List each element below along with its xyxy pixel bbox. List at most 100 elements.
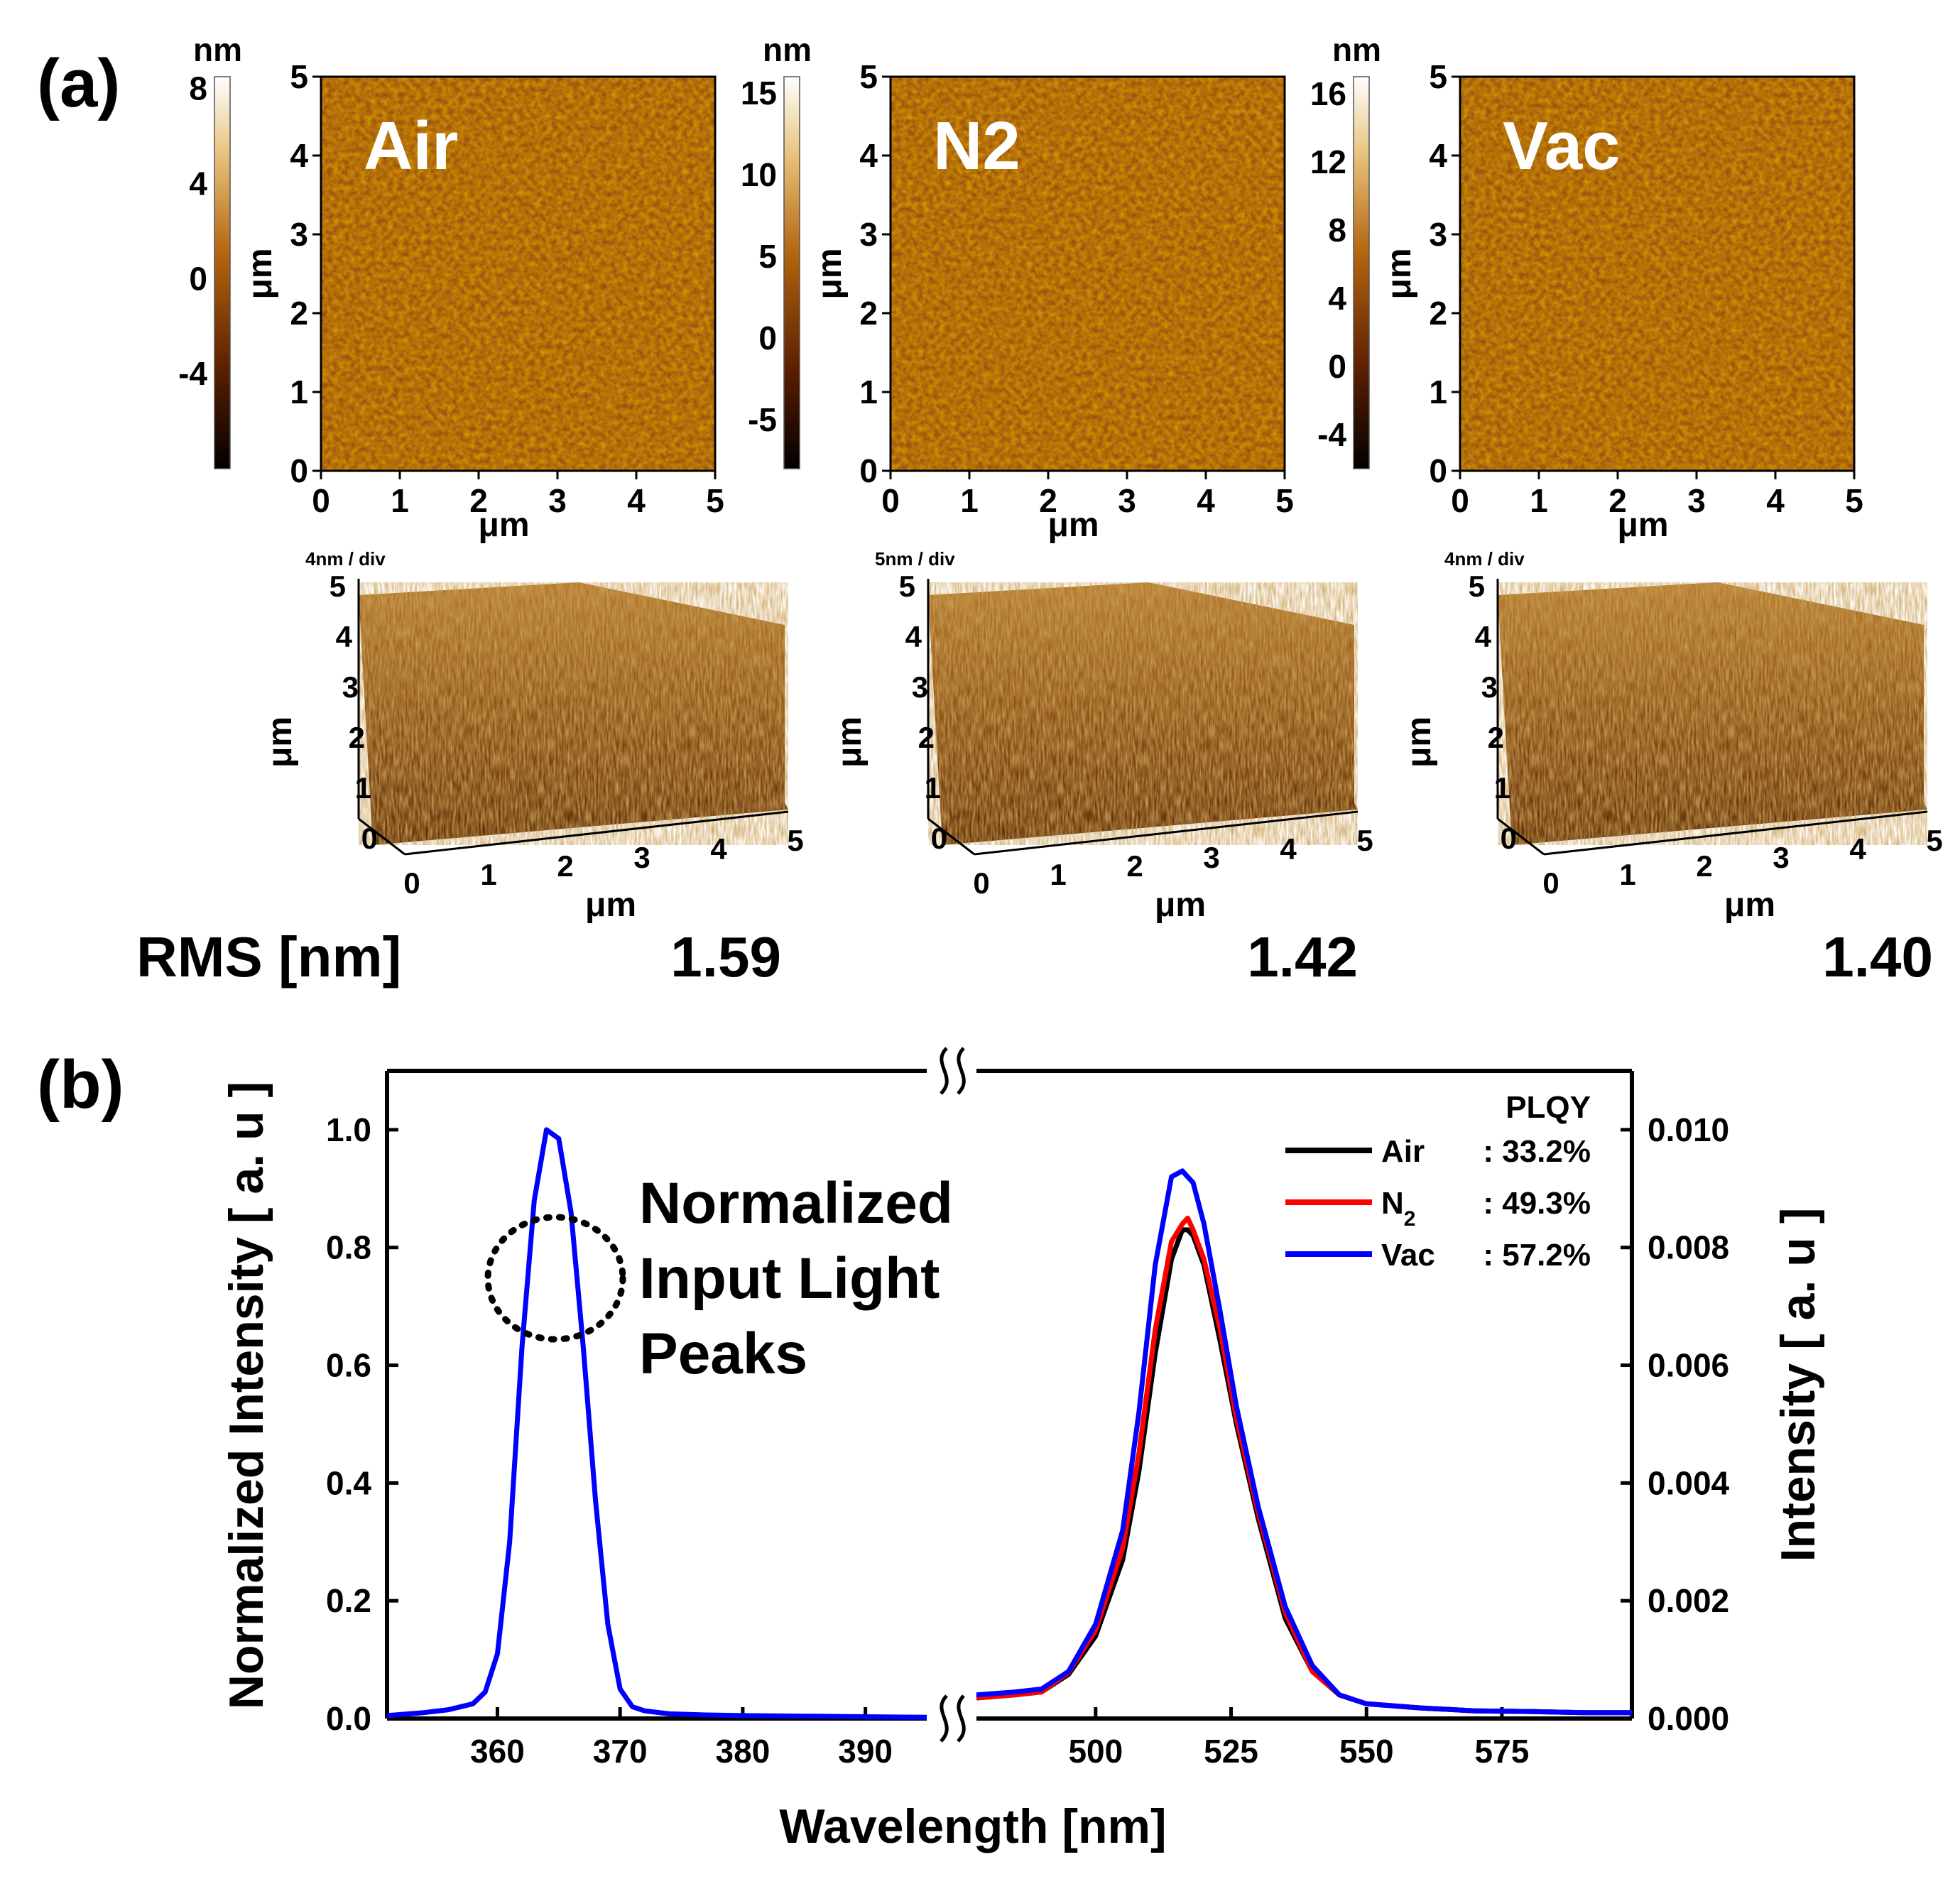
- map-x-tick-label: 1: [1530, 482, 1548, 519]
- colorbar-tick: -4: [1317, 416, 1346, 453]
- surface-y-tick-label: 0: [1501, 822, 1517, 855]
- legend-plqy-air: : 33.2%: [1483, 1134, 1591, 1169]
- surface-x-tick-label: 1: [1050, 858, 1066, 891]
- right-y-tick-label: 0.004: [1648, 1464, 1730, 1501]
- map-y-axis-title: μm: [241, 248, 279, 299]
- afm-map-frame: [320, 75, 717, 472]
- map-x-tick-label: 4: [627, 482, 646, 519]
- surface-y-tick-label: 3: [342, 670, 359, 704]
- surface-y-tick-label: 3: [1481, 670, 1498, 704]
- right-y-axis-title: Intensity [ a. u ]: [1771, 1208, 1825, 1562]
- annotation-text: Peaks: [639, 1322, 807, 1386]
- surface-x-tick-label: 2: [1126, 849, 1143, 883]
- colorbar-tick: 0: [189, 260, 207, 297]
- afm-map-frame: [1459, 75, 1856, 472]
- colorbar-unit: nm: [1332, 31, 1381, 68]
- surface-y-tick-label: 5: [330, 570, 346, 603]
- legend-name-vac: Vac: [1381, 1238, 1435, 1273]
- rms-value: 1.42: [1247, 925, 1358, 988]
- map-y-tick-label: 3: [1429, 216, 1447, 253]
- x-tick-label: 550: [1339, 1733, 1394, 1770]
- afm-map-frame: [889, 75, 1286, 472]
- map-y-axis-title: μm: [1381, 248, 1418, 299]
- map-x-axis-title: μm: [1047, 506, 1099, 544]
- colorbar-tick: 0: [1328, 348, 1346, 385]
- map-y-tick-label: 3: [859, 216, 878, 253]
- map-y-tick-label: 5: [1429, 58, 1447, 95]
- left-y-axis-title: Normalized Intensity [ a. u ]: [219, 1082, 273, 1709]
- surface-3d-texture: [1498, 582, 1927, 845]
- right-y-tick-label: 0.002: [1648, 1582, 1729, 1619]
- surface-x-tick-label: 4: [710, 832, 727, 866]
- colorbar-tick: 4: [189, 165, 207, 202]
- surface-x-tick-label: 0: [403, 866, 420, 900]
- afm-map-texture: [321, 77, 715, 471]
- surface-x-tick-label: 3: [633, 841, 650, 874]
- axis-break-mark-bottom: [940, 1694, 949, 1743]
- series-line-n2: [976, 1215, 1632, 1716]
- surface-y-axis-title: μm: [261, 717, 299, 768]
- colorbar-tick: 16: [1310, 75, 1346, 112]
- colorbar-tick: 8: [189, 70, 207, 107]
- map-y-tick-label: 4: [859, 137, 878, 174]
- map-y-tick-label: 0: [859, 452, 878, 489]
- surface-y-tick-label: 4: [1475, 620, 1492, 653]
- colorbar-tick: 12: [1310, 143, 1346, 180]
- rms-value: 1.40: [1822, 925, 1933, 988]
- surface-x-tick-label: 0: [973, 866, 989, 900]
- legend-subscript: 2: [1404, 1207, 1416, 1231]
- left-y-tick-label: 0.6: [326, 1347, 371, 1384]
- map-x-tick-label: 3: [1687, 482, 1706, 519]
- left-y-tick-label: 0.4: [326, 1464, 371, 1501]
- map-x-tick-label: 1: [960, 482, 979, 519]
- surface-y-tick-label: 4: [336, 620, 353, 653]
- axis-break-mark-top: [940, 1047, 949, 1095]
- surface-div-label: 5nm / div: [875, 548, 955, 570]
- surface-y-tick-label: 2: [349, 721, 365, 754]
- map-y-tick-label: 2: [290, 295, 308, 332]
- afm-map-texture: [1460, 77, 1854, 471]
- x-tick-label: 575: [1475, 1733, 1530, 1770]
- surface-y-axis-title: μm: [831, 717, 869, 768]
- series-line-air: [976, 1227, 1632, 1716]
- surface-y-tick-label: 0: [361, 822, 378, 855]
- surface-x-tick-label: 2: [557, 849, 573, 883]
- rms-label: RMS [nm]: [136, 925, 401, 988]
- map-x-tick-label: 2: [1039, 482, 1057, 519]
- surface-x-axis: [974, 810, 1359, 856]
- surface-x-tick-label: 4: [1280, 832, 1297, 866]
- x-tick-label: 525: [1204, 1733, 1258, 1770]
- surface-x-tick-label: 5: [1926, 824, 1942, 857]
- map-y-axis-title: μm: [811, 248, 849, 299]
- surface-y-tick-label: 0: [931, 822, 947, 855]
- surface-y-tick-label: 5: [899, 570, 915, 603]
- surface-y-tick-label: 1: [1494, 771, 1510, 805]
- left-y-tick-label: 0.8: [326, 1229, 371, 1266]
- surface-y-axis: [927, 817, 975, 856]
- surface-x-axis-title: μm: [1724, 886, 1775, 924]
- colorbar-tick: -4: [178, 355, 207, 392]
- right-y-tick-label: 0.010: [1648, 1111, 1729, 1148]
- map-y-tick-label: 1: [1429, 374, 1447, 410]
- panel-a-label: (a): [37, 45, 120, 121]
- annotation-ellipse: [484, 1214, 626, 1343]
- surface-y-tick-label: 5: [1469, 570, 1485, 603]
- surface-x-axis: [404, 810, 789, 856]
- right-y-tick-label: 0.008: [1648, 1229, 1729, 1266]
- colorbar: [783, 76, 800, 469]
- map-y-tick-label: 3: [290, 216, 308, 253]
- surface-y-tick-label: 2: [918, 721, 935, 754]
- rms-value: 1.59: [670, 925, 781, 988]
- surface-x-axis-title: μm: [1155, 886, 1206, 924]
- surface-3d-texture: [359, 582, 788, 845]
- map-x-tick-label: 0: [312, 482, 330, 519]
- map-y-tick-label: 0: [290, 452, 308, 489]
- surface-x-axis-title: μm: [585, 886, 636, 924]
- x-tick-label: 360: [470, 1733, 525, 1770]
- left-y-tick-label: 0.0: [326, 1700, 371, 1737]
- sample-label: Vac: [1503, 108, 1621, 184]
